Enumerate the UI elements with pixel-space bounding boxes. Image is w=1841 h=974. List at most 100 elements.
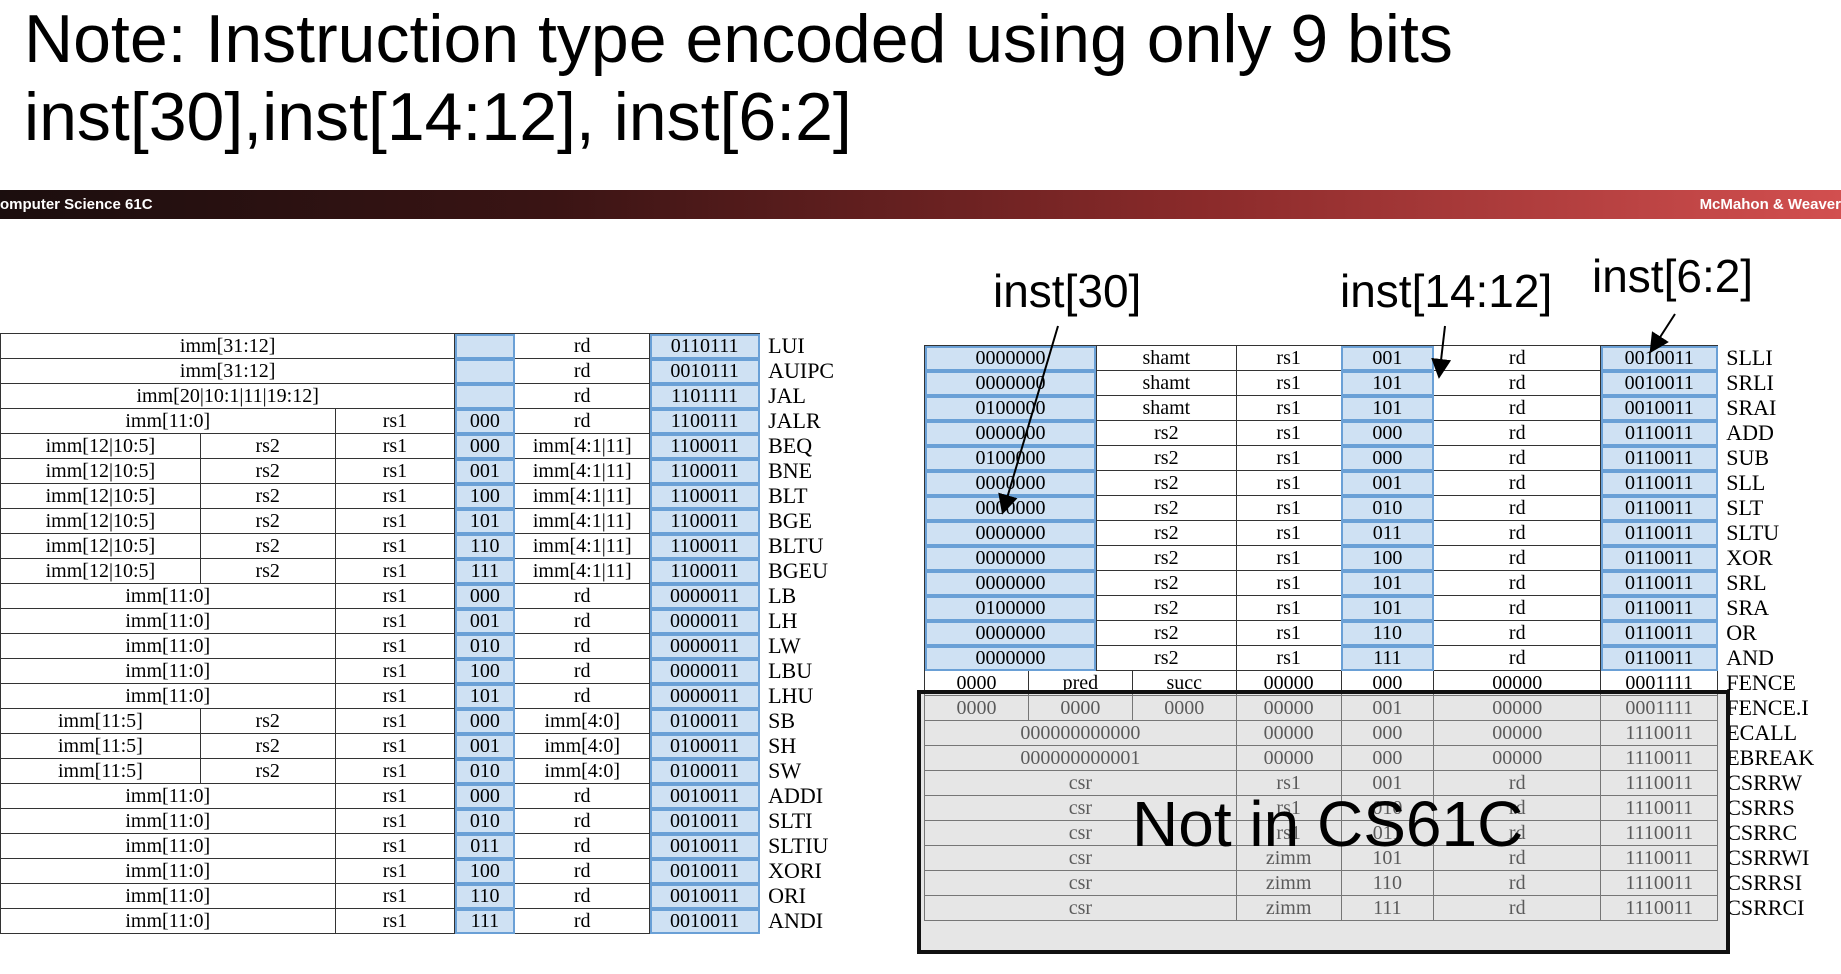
field-cell: zimm: [1235, 895, 1342, 921]
field-cell: 110: [1340, 870, 1435, 896]
field-cell: imm[4:1|11]: [514, 508, 651, 534]
field-cell: rs1: [1235, 370, 1342, 396]
table-row: imm[12|10:5] rs2 rs1 000 imm[4:1|11] 1100011 B…: [0, 433, 900, 459]
field-cell: succ: [1166, 672, 1203, 694]
field-cell: 0000000: [924, 645, 1097, 671]
field-cell: imm[11:0]: [0, 833, 336, 859]
field-cell: 0010011: [1600, 370, 1719, 396]
field-cell: rs1: [1235, 595, 1342, 621]
instruction-name: LB: [768, 583, 797, 608]
field-cell: rs1: [334, 908, 456, 934]
field-cell: 110: [454, 533, 516, 559]
field-cell: csr: [924, 895, 1237, 921]
field-cell: 0110011: [1600, 620, 1719, 646]
slide-title: Note: Instruction type encoded using onl…: [24, 0, 1724, 156]
table-row: imm[11:5] rs2 rs1 001 imm[4:0] 0100011 SH: [0, 733, 900, 759]
field-cell: [454, 358, 516, 384]
field-cell: 0100011: [649, 708, 761, 734]
field-cell: 101: [1340, 370, 1435, 396]
instruction-name: AUIPC: [768, 358, 835, 383]
instruction-name: SLLI: [1726, 345, 1773, 370]
field-cell: 1100111: [649, 408, 761, 434]
instruction-name: CSRRW: [1726, 770, 1803, 795]
inst30-label: inst[30]: [993, 265, 1142, 317]
field-cell: pred: [1029, 671, 1133, 695]
inst14-12-label: inst[14:12]: [1340, 265, 1553, 317]
field-cell: imm[20|10:1|11|19:12]: [0, 383, 456, 409]
field-cell: 0000: [1029, 696, 1133, 720]
table-row: 000000000001 00000 000 00000 1110011 EBREAK: [924, 745, 1841, 771]
instruction-name: LHU: [768, 683, 814, 708]
field-cell: rd: [1433, 545, 1602, 571]
field-cell: rs1: [334, 458, 456, 484]
field-cell: imm[11:5]: [0, 733, 201, 759]
instruction-name: ADDI: [768, 783, 824, 808]
table-row: imm[12|10:5] rs2 rs1 111 imm[4:1|11] 1100011 B…: [0, 558, 900, 584]
field-cell: 0110011: [1600, 595, 1719, 621]
field-cell: 00000: [1433, 720, 1602, 746]
instruction-name: SLTU: [1726, 520, 1780, 545]
field-cell: 000: [1340, 745, 1435, 771]
field-cell: 0000000: [924, 545, 1097, 571]
instruction-name: XORI: [768, 858, 822, 883]
field-cell: 0110011: [1600, 445, 1719, 471]
field-cell: imm[4:0]: [514, 758, 651, 784]
instruction-name: CSRRWI: [1726, 845, 1810, 870]
field-cell: 1110011: [1600, 895, 1719, 921]
field-cell: rs1: [1235, 420, 1342, 446]
left-instruction-table: imm[31:12] rd 0110111 LUI imm[31:12] rd 001011…: [0, 333, 900, 934]
field-cell: 0010011: [1600, 395, 1719, 421]
field-cell: 001: [454, 458, 516, 484]
instruction-name: SRAI: [1726, 395, 1777, 420]
field-cell: 010: [454, 633, 516, 659]
field-cell: imm[11:0]: [0, 908, 336, 934]
field-cell: rd: [1433, 620, 1602, 646]
field-cell: imm[11:0]: [0, 633, 336, 659]
field-cell: rs2: [1095, 470, 1237, 496]
inst30-arrow: [998, 325, 1059, 515]
field-cell: imm[4:1|11]: [514, 533, 651, 559]
field-cell: 1100011: [649, 558, 761, 584]
field-cell: rd: [514, 408, 651, 434]
field-cell: 0000: [1164, 697, 1205, 719]
field-cell: 010: [1340, 795, 1435, 821]
field-cell: imm[4:1|11]: [514, 458, 651, 484]
instruction-name: JAL: [768, 383, 806, 408]
instruction-name: BGE: [768, 508, 813, 533]
field-cell: 0010011: [649, 808, 761, 834]
field-cell: 0010011: [649, 908, 761, 934]
field-cell: zimm: [1235, 870, 1342, 896]
table-row: imm[12|10:5] rs2 rs1 101 imm[4:1|11] 1100011 B…: [0, 508, 900, 534]
field-cell: rd: [514, 383, 651, 409]
field-cell: 100: [454, 658, 516, 684]
table-row: 0000000rs2rs1001rd0110011SLL: [924, 470, 1841, 496]
field-cell: 0110011: [1600, 420, 1719, 446]
field-cell: 001: [454, 733, 516, 759]
field-cell: 0000011: [649, 608, 761, 634]
field-cell: 0000000: [924, 370, 1097, 396]
field-cell: rs2: [199, 433, 336, 459]
field-cell: 001: [1340, 470, 1435, 496]
field-cell: imm[12|10:5]: [0, 458, 201, 484]
field-cell: 001: [454, 608, 516, 634]
field-cell: imm[11:0]: [0, 608, 336, 634]
field-cell: imm[11:0]: [0, 783, 336, 809]
field-cell: rd: [514, 808, 651, 834]
field-cell: imm[4:1|11]: [514, 483, 651, 509]
table-row: 000000000000 00000 000 00000 1110011 ECALL: [924, 720, 1841, 746]
field-cell: imm[12|10:5]: [0, 508, 201, 534]
field-cell: 011: [1340, 820, 1435, 846]
instruction-name: CSRRSI: [1726, 870, 1803, 895]
field-cell: rs2: [199, 508, 336, 534]
field-cell: 101: [1340, 845, 1435, 871]
instruction-name: XOR: [1726, 545, 1773, 570]
field-cell: 0000011: [649, 633, 761, 659]
field-cell: 00000: [1235, 720, 1342, 746]
instruction-name: LUI: [768, 333, 805, 358]
field-cell: 0110011: [1600, 645, 1719, 671]
field-cell: imm[4:0]: [514, 733, 651, 759]
